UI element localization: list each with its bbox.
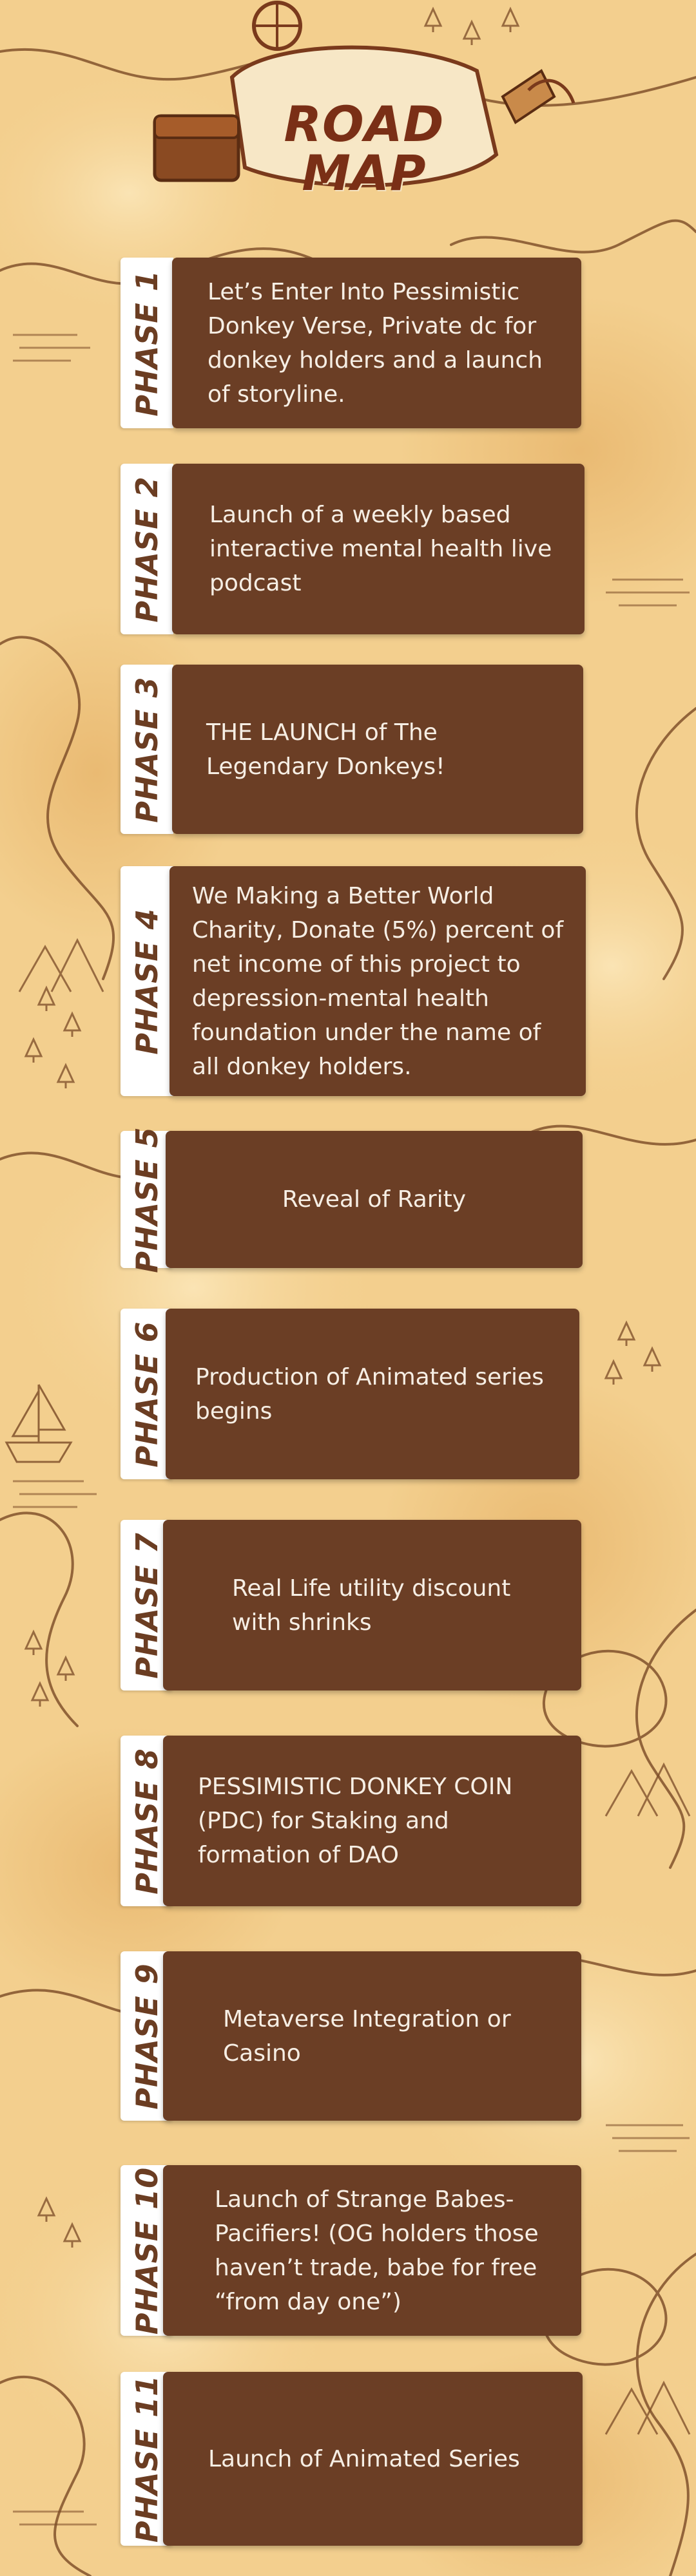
phase-6-card: Production of Animated series begins bbox=[166, 1309, 579, 1479]
roadmap-title: ROAD MAP bbox=[271, 68, 458, 202]
phase-3: PHASE 3 THE LAUNCH of The Legendary Donk… bbox=[121, 665, 583, 834]
phase-9-text: Metaverse Integration or Casino bbox=[223, 2005, 511, 2067]
phase-7-card: Real Life utility discount with shrinks bbox=[163, 1520, 581, 1690]
phase-11-card: Launch of Animated Series bbox=[163, 2372, 583, 2546]
phase-4-label: PHASE 4 bbox=[130, 907, 164, 1055]
phase-4-text: We Making a Better World Charity, Donate… bbox=[192, 882, 564, 1080]
phase-1-label: PHASE 1 bbox=[130, 269, 164, 417]
phase-8-label: PHASE 8 bbox=[130, 1747, 164, 1895]
phase-6-label: PHASE 6 bbox=[130, 1320, 164, 1468]
phase-10-label: PHASE 10 bbox=[130, 2166, 164, 2334]
phase-9: PHASE 9 Metaverse Integration or Casino bbox=[121, 1951, 581, 2121]
phase-5-text: Reveal of Rarity bbox=[282, 1186, 467, 1213]
map-mountains bbox=[18, 938, 691, 2435]
phase-7: PHASE 7 Real Life utility discount with … bbox=[121, 1520, 581, 1690]
phase-1-card: Let’s Enter Into Pessimistic Donkey Vers… bbox=[172, 258, 581, 428]
phase-4: PHASE 4 We Making a Better World Charity… bbox=[121, 866, 586, 1096]
phase-1-text: Let’s Enter Into Pessimistic Donkey Vers… bbox=[208, 278, 543, 408]
phase-3-card: THE LAUNCH of The Legendary Donkeys! bbox=[172, 665, 583, 834]
phase-1: PHASE 1 Let’s Enter Into Pessimistic Don… bbox=[121, 258, 581, 428]
map-hatching bbox=[13, 334, 690, 2526]
title-line-map: MAP bbox=[302, 144, 427, 202]
phase-11: PHASE 11 Launch of Animated Series bbox=[121, 2372, 583, 2546]
phase-5-card: Reveal of Rarity bbox=[166, 1131, 583, 1268]
phase-2-label: PHASE 2 bbox=[130, 475, 164, 623]
phase-5-label: PHASE 5 bbox=[130, 1126, 164, 1273]
phase-2-text: Launch of a weekly based interactive men… bbox=[209, 502, 552, 596]
phase-11-label: PHASE 11 bbox=[130, 2374, 164, 2543]
phase-4-tab: PHASE 4 bbox=[121, 866, 173, 1096]
phase-3-tab: PHASE 3 bbox=[121, 665, 173, 834]
title-badge bbox=[153, 1, 575, 187]
phase-10: PHASE 10 Launch of Strange Babes-Pacifie… bbox=[121, 2165, 581, 2336]
ship-icon bbox=[5, 1384, 73, 1463]
phase-2: PHASE 2 Launch of a weekly based interac… bbox=[121, 464, 585, 634]
phase-3-label: PHASE 3 bbox=[130, 676, 164, 823]
telescope-icon bbox=[501, 69, 556, 124]
quill-icon bbox=[527, 79, 575, 104]
phase-8-text: PESSIMISTIC DONKEY COIN (PDC) for Stakin… bbox=[198, 1774, 513, 1868]
phase-5: PHASE 5 Reveal of Rarity bbox=[121, 1126, 583, 1273]
phase-9-label: PHASE 9 bbox=[130, 1962, 164, 2110]
phase-2-tab: PHASE 2 bbox=[121, 464, 173, 634]
phase-5-tab: PHASE 5 bbox=[121, 1126, 173, 1273]
phase-4-card: We Making a Better World Charity, Donate… bbox=[169, 866, 586, 1096]
phase-10-text: Launch of Strange Babes-Pacifiers! (OG h… bbox=[215, 2186, 539, 2315]
phase-2-card: Launch of a weekly based interactive men… bbox=[172, 464, 585, 634]
phase-1-tab: PHASE 1 bbox=[121, 258, 173, 428]
phase-11-text: Launch of Animated Series bbox=[208, 2445, 520, 2472]
phase-6: PHASE 6 Production of Animated series be… bbox=[121, 1309, 579, 1479]
map-trees bbox=[24, 6, 662, 2248]
phase-6-tab: PHASE 6 bbox=[121, 1309, 173, 1479]
phase-8: PHASE 8 PESSIMISTIC DONKEY COIN (PDC) fo… bbox=[121, 1736, 581, 1906]
title-line-road: ROAD bbox=[284, 95, 445, 153]
phase-7-label: PHASE 7 bbox=[130, 1531, 164, 1679]
phase-6-text: Production of Animated series begins bbox=[195, 1363, 544, 1425]
phase-3-text: THE LAUNCH of The Legendary Donkeys! bbox=[206, 719, 445, 780]
phase-9-card: Metaverse Integration or Casino bbox=[163, 1951, 581, 2121]
phase-7-text: Real Life utility discount with shrinks bbox=[232, 1575, 511, 1636]
phase-8-card: PESSIMISTIC DONKEY COIN (PDC) for Stakin… bbox=[163, 1736, 581, 1906]
phase-10-card: Launch of Strange Babes-Pacifiers! (OG h… bbox=[163, 2165, 581, 2336]
